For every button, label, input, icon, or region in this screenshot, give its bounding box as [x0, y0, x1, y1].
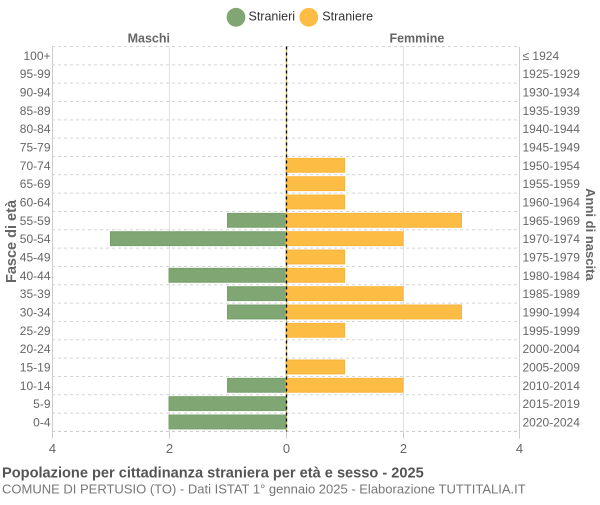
svg-text:1970-1974: 1970-1974 — [523, 232, 581, 246]
svg-text:≤ 1924: ≤ 1924 — [523, 49, 560, 63]
svg-text:2005-2009: 2005-2009 — [523, 360, 581, 374]
svg-text:1925-1929: 1925-1929 — [523, 67, 581, 81]
svg-text:65-69: 65-69 — [20, 177, 51, 191]
svg-text:75-79: 75-79 — [20, 141, 51, 155]
svg-text:0-4: 0-4 — [33, 415, 51, 429]
svg-text:1960-1964: 1960-1964 — [523, 196, 581, 210]
svg-text:60-64: 60-64 — [20, 196, 51, 210]
svg-text:Anni di nascita: Anni di nascita — [583, 188, 598, 281]
svg-text:2015-2019: 2015-2019 — [523, 397, 581, 411]
svg-text:1945-1949: 1945-1949 — [523, 141, 581, 155]
svg-text:Maschi: Maschi — [128, 32, 170, 46]
svg-text:20-24: 20-24 — [20, 342, 51, 356]
svg-text:Stranieri: Stranieri — [249, 9, 296, 23]
svg-text:5-9: 5-9 — [33, 397, 51, 411]
svg-text:4: 4 — [516, 441, 523, 456]
svg-text:1980-1984: 1980-1984 — [523, 269, 581, 283]
svg-text:100+: 100+ — [23, 49, 50, 63]
svg-text:10-14: 10-14 — [20, 379, 51, 393]
svg-text:COMUNE DI PERTUSIO (TO) - Dati: COMUNE DI PERTUSIO (TO) - Dati ISTAT 1° … — [2, 482, 526, 497]
svg-text:50-54: 50-54 — [20, 232, 51, 246]
svg-text:35-39: 35-39 — [20, 287, 51, 301]
svg-text:Fasce di età: Fasce di età — [4, 199, 20, 283]
svg-text:80-84: 80-84 — [20, 122, 51, 136]
svg-text:95-99: 95-99 — [20, 67, 51, 81]
svg-text:15-19: 15-19 — [20, 360, 51, 374]
svg-text:1990-1994: 1990-1994 — [523, 305, 581, 319]
svg-text:2: 2 — [400, 441, 407, 456]
svg-text:1985-1989: 1985-1989 — [523, 287, 581, 301]
svg-text:45-49: 45-49 — [20, 250, 51, 264]
svg-text:2: 2 — [166, 441, 173, 456]
svg-text:4: 4 — [49, 441, 56, 456]
svg-text:55-59: 55-59 — [20, 214, 51, 228]
svg-text:40-44: 40-44 — [20, 269, 51, 283]
svg-text:Straniere: Straniere — [322, 9, 373, 23]
svg-text:1995-1999: 1995-1999 — [523, 324, 581, 338]
svg-text:Femmine: Femmine — [389, 32, 444, 46]
svg-text:2000-2004: 2000-2004 — [523, 342, 581, 356]
svg-text:1940-1944: 1940-1944 — [523, 122, 581, 136]
svg-text:1935-1939: 1935-1939 — [523, 104, 581, 118]
svg-text:1955-1959: 1955-1959 — [523, 177, 581, 191]
svg-text:1950-1954: 1950-1954 — [523, 159, 581, 173]
svg-text:70-74: 70-74 — [20, 159, 51, 173]
svg-text:2020-2024: 2020-2024 — [523, 415, 581, 429]
svg-text:85-89: 85-89 — [20, 104, 51, 118]
svg-text:90-94: 90-94 — [20, 86, 51, 100]
svg-text:1975-1979: 1975-1979 — [523, 250, 581, 264]
svg-text:1965-1969: 1965-1969 — [523, 214, 581, 228]
svg-text:Popolazione per cittadinanza s: Popolazione per cittadinanza straniera p… — [2, 466, 424, 482]
svg-text:1930-1934: 1930-1934 — [523, 86, 581, 100]
svg-text:30-34: 30-34 — [20, 305, 51, 319]
svg-text:25-29: 25-29 — [20, 324, 51, 338]
svg-text:0: 0 — [283, 441, 290, 456]
svg-text:2010-2014: 2010-2014 — [523, 379, 581, 393]
